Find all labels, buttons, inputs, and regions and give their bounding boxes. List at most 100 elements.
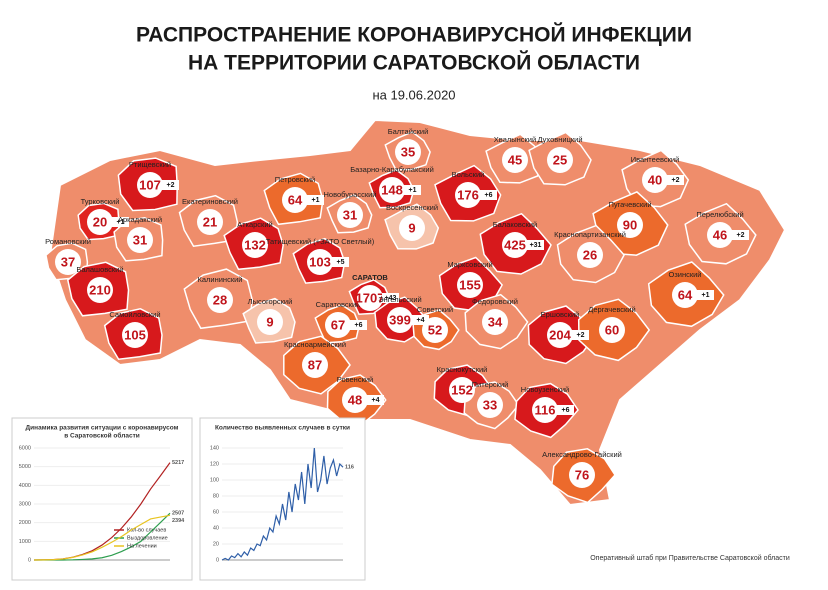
count-badge <box>599 317 625 343</box>
case-count: 46 <box>713 227 727 242</box>
series-line <box>33 514 171 561</box>
count-badge <box>547 147 573 173</box>
count-badge <box>207 287 233 313</box>
chart-title: Динамика развития ситуации с коронавирус… <box>26 425 179 432</box>
y-tick-label: 140 <box>210 445 219 451</box>
count-badge <box>357 285 383 311</box>
count-badge <box>395 139 421 165</box>
district-name: Перелюбский <box>696 210 743 219</box>
new-cases: +1 <box>312 197 320 204</box>
new-cases: +2 <box>737 232 745 239</box>
new-cases: +31 <box>530 242 542 249</box>
new-cases: +6 <box>562 407 570 414</box>
count-badge <box>477 392 503 418</box>
new-cases: +1 <box>117 219 125 226</box>
case-count: 52 <box>428 322 442 337</box>
new-cases: +6 <box>485 192 493 199</box>
new-badge <box>332 257 349 267</box>
case-count: 425 <box>504 237 526 252</box>
footer: Оперативный штаб при Правительстве Сарат… <box>590 554 790 562</box>
district-name: Петровский <box>275 175 315 184</box>
count-badge <box>482 309 508 335</box>
count-badge <box>127 227 153 253</box>
case-count: 26 <box>583 247 597 262</box>
new-cases: +6 <box>355 322 363 329</box>
district-name: Хвалынский <box>494 135 536 144</box>
y-tick-label: 20 <box>213 541 219 547</box>
case-count: 37 <box>61 254 75 269</box>
new-badge <box>480 190 497 200</box>
end-value-label: 2507 <box>172 511 184 517</box>
chart-frame <box>11 417 193 581</box>
new-cases: +2 <box>577 332 585 339</box>
district-name: Энгельсский <box>378 295 421 304</box>
district-name: Пугачевский <box>608 200 651 209</box>
district-name: Аркадакский <box>118 215 162 224</box>
new-badge <box>697 290 714 300</box>
district-name: Краснопартизанский <box>554 230 626 239</box>
count-badge <box>137 172 163 198</box>
new-cases: +4 <box>417 317 425 324</box>
new-badge <box>162 180 179 190</box>
end-value-label: 2394 <box>172 518 185 524</box>
count-badge <box>422 317 448 343</box>
series-line <box>221 447 344 561</box>
count-badge <box>337 202 363 228</box>
y-tick-label: 100 <box>210 477 219 483</box>
district-name: Татищевский (+ЗАТО Светлый) <box>266 237 375 246</box>
count-badge <box>242 232 268 258</box>
count-badge <box>672 282 698 308</box>
case-count: 67 <box>331 317 345 332</box>
case-count: 105 <box>124 327 146 342</box>
chart-title: в Саратовской области <box>64 432 140 440</box>
district-name: Озинский <box>668 270 701 279</box>
new-cases: +2 <box>672 177 680 184</box>
count-badge <box>532 397 558 423</box>
count-badge <box>325 312 351 338</box>
title: НА ТЕРРИТОРИИ САРАТОВСКОЙ ОБЛАСТИ <box>188 51 640 75</box>
case-count: 107 <box>139 177 161 192</box>
case-count: 48 <box>348 392 362 407</box>
district-name: Краснокутский <box>437 365 488 374</box>
case-count: 21 <box>203 214 217 229</box>
district-name: Ртищевский <box>129 160 171 169</box>
count-badge <box>122 322 148 348</box>
district-name: Турковский <box>81 197 120 206</box>
new-cases: +1 <box>702 292 710 299</box>
new-badge <box>667 175 684 185</box>
count-badge <box>577 242 603 268</box>
case-count: 31 <box>343 207 357 222</box>
district-name: Вольский <box>452 170 485 179</box>
count-badge <box>55 249 81 275</box>
y-tick-label: 2000 <box>19 520 31 526</box>
district-name: Балаковский <box>493 220 538 229</box>
district-name: Ершовский <box>541 310 580 319</box>
case-count: 155 <box>459 277 481 292</box>
count-badge <box>282 187 308 213</box>
new-badge <box>404 185 421 195</box>
district-name: Лысогорский <box>248 297 293 306</box>
case-count: 9 <box>266 314 273 329</box>
case-count: 9 <box>408 220 415 235</box>
district-name: Балтайский <box>388 127 429 136</box>
new-badge <box>572 330 589 340</box>
y-tick-label: 0 <box>28 557 31 563</box>
case-count: 116 <box>535 402 556 417</box>
count-badge <box>87 209 113 235</box>
new-cases: +5 <box>337 259 345 266</box>
district-name: Новобурасский <box>324 190 377 199</box>
new-badge <box>367 395 384 405</box>
count-badge <box>455 182 481 208</box>
district-name: Советский <box>417 305 453 314</box>
count-badge <box>707 222 733 248</box>
district-name: Романовский <box>45 237 91 246</box>
case-count: 28 <box>213 292 227 307</box>
date: на 19.06.2020 <box>372 87 455 102</box>
case-count: 399 <box>389 312 411 327</box>
y-tick-label: 1000 <box>19 539 31 545</box>
count-badge <box>399 215 425 241</box>
case-count: 210 <box>89 282 111 297</box>
district-name: Духовницкий <box>537 135 582 144</box>
count-badge <box>449 377 475 403</box>
case-count: 152 <box>451 382 473 397</box>
